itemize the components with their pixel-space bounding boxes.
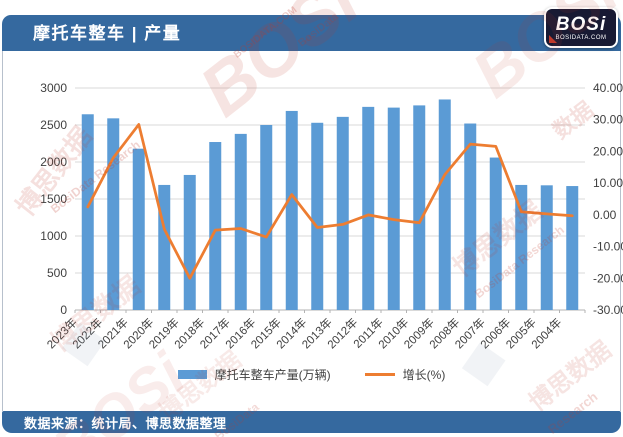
header-bar: 摩托车整车 | 产量 xyxy=(2,15,621,51)
legend-bar-label: 摩托车整车产量(万辆) xyxy=(214,367,331,382)
logo-flag-icon xyxy=(549,35,557,43)
legend-line-label: 增长(%) xyxy=(402,367,446,382)
chart-frame xyxy=(2,51,621,411)
legend-bar-swatch-icon xyxy=(177,369,207,379)
footer-bar: 数据来源：统计局、博思数据整理 xyxy=(2,411,621,433)
chart-title: 摩托车整车 | 产量 xyxy=(33,24,182,43)
logo-text: BOSi xyxy=(555,13,607,35)
bosi-logo: BOSi BOSIDATA.COM xyxy=(544,7,618,48)
data-source-note: 数据来源：统计局、博思数据整理 xyxy=(24,415,227,431)
legend-line-swatch-icon xyxy=(364,372,395,376)
logo-site-text: BOSIDATA.COM xyxy=(555,34,607,41)
chart-legend: 摩托车整车产量(万辆) 增长(%) xyxy=(0,366,623,382)
